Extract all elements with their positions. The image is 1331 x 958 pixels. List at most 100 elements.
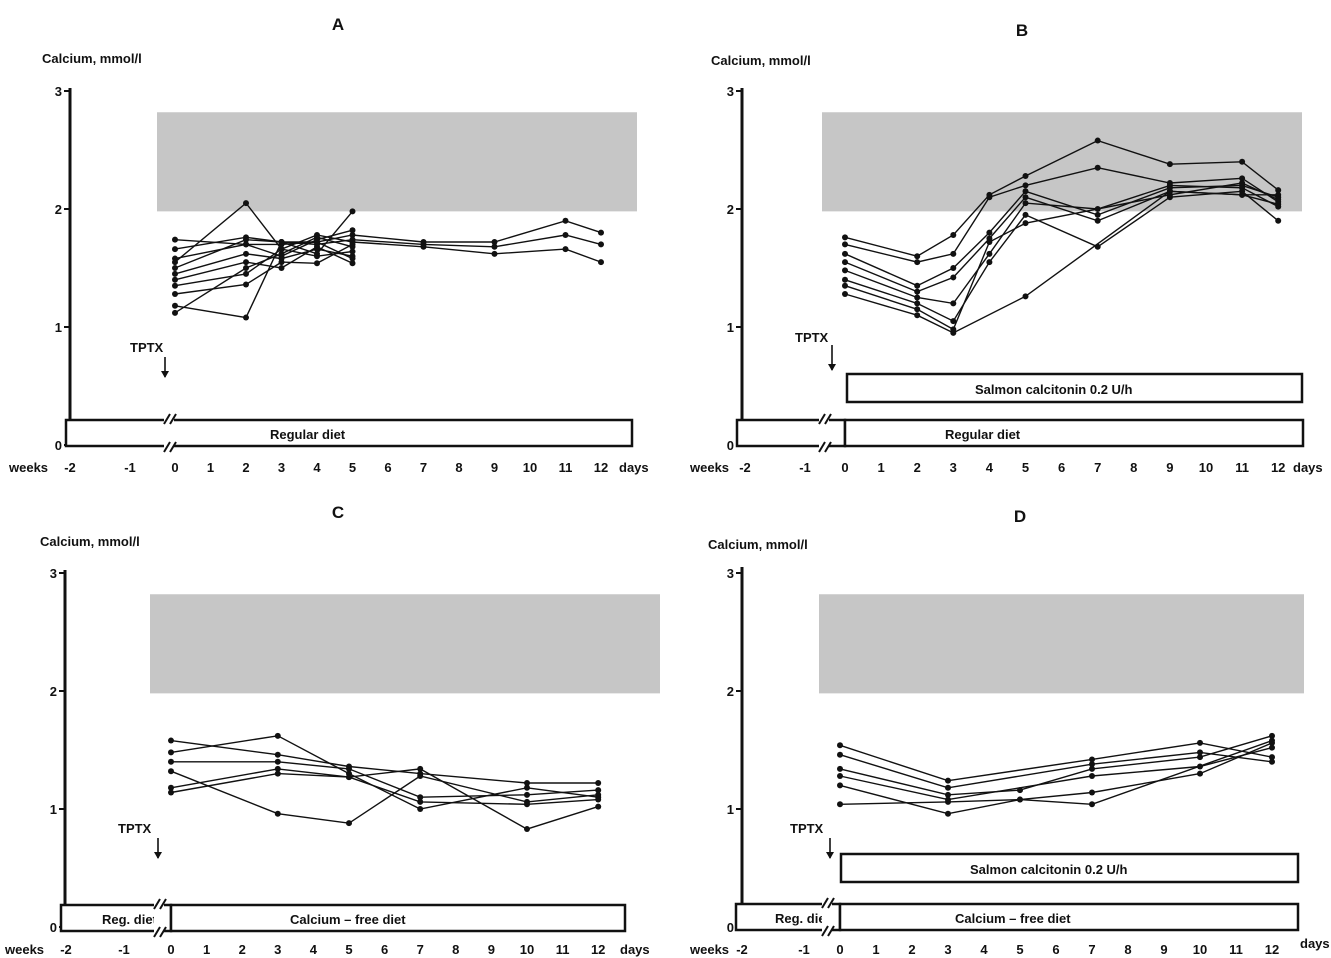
x-weeks-tick: -1 (118, 942, 130, 957)
data-point (278, 259, 285, 266)
data-point (172, 246, 178, 253)
data-point (1022, 194, 1029, 201)
data-point (950, 265, 957, 271)
series-1 (837, 739, 1275, 784)
data-point (1022, 200, 1029, 207)
data-point (837, 751, 843, 758)
series-line (844, 190, 1279, 334)
x-weeks-label: weeks (8, 460, 48, 475)
axis-break-mark (163, 441, 171, 453)
data-point (314, 253, 320, 260)
data-point (837, 801, 843, 808)
data-point (945, 798, 951, 805)
x-day-tick: 8 (455, 460, 462, 475)
data-point (172, 276, 178, 283)
data-point (491, 239, 498, 246)
tptx-arrow-head (154, 852, 162, 859)
axis-break-mark (827, 925, 835, 937)
data-point (595, 803, 602, 810)
data-point (950, 231, 957, 238)
data-point (1094, 137, 1101, 144)
data-point (1239, 191, 1246, 198)
data-point (950, 318, 957, 325)
axis-break-mark (169, 413, 177, 425)
x-day-tick: 11 (559, 460, 573, 475)
x-day-tick: 11 (1229, 942, 1243, 957)
data-point (595, 796, 602, 803)
x-day-tick: 6 (384, 460, 391, 475)
x-day-tick: 9 (1160, 942, 1167, 957)
x-day-tick: 3 (274, 942, 281, 957)
data-point (562, 231, 569, 238)
x-day-tick: 7 (420, 460, 427, 475)
x-day-tick: 10 (1193, 942, 1207, 957)
data-point (172, 282, 178, 289)
series-line (174, 220, 602, 246)
data-point (1275, 196, 1282, 203)
x-days-label: days (1293, 460, 1323, 475)
diet-box-label: Regular diet (270, 427, 346, 442)
x-day-tick: 6 (1052, 942, 1059, 957)
x-day-tick: 2 (908, 942, 915, 957)
data-point (314, 260, 320, 267)
diet-box-label: Calcium – free diet (955, 911, 1071, 926)
x-day-tick: 3 (278, 460, 285, 475)
data-point (562, 217, 569, 224)
data-point (1239, 175, 1246, 182)
data-point (1275, 201, 1282, 208)
data-point (1269, 754, 1275, 761)
data-point (274, 758, 281, 765)
data-point (349, 227, 356, 234)
series-line (839, 739, 1273, 806)
x-day-tick: 8 (452, 942, 459, 957)
data-point (524, 780, 530, 787)
data-point (274, 751, 281, 758)
x-day-tick: 9 (491, 460, 498, 475)
series-2 (172, 231, 604, 253)
data-point (950, 329, 957, 336)
data-point (524, 801, 530, 808)
y-tick-label: 3 (55, 84, 62, 99)
data-point (172, 255, 178, 262)
x-weeks-label: weeks (689, 942, 729, 957)
data-point (945, 810, 951, 817)
y-tick-label: 2 (727, 202, 734, 217)
series-4 (837, 744, 1275, 803)
x-day-tick: 12 (1271, 460, 1285, 475)
data-point (1089, 756, 1095, 763)
data-point (914, 312, 921, 319)
series-5 (837, 739, 1275, 817)
series-8 (842, 188, 1282, 336)
data-point (837, 772, 843, 779)
data-point (950, 300, 957, 307)
x-day-tick: 4 (980, 942, 988, 957)
series-line (174, 236, 353, 314)
series-line (170, 739, 599, 784)
data-point (1166, 188, 1173, 195)
diet-box-label: Regular diet (945, 427, 1021, 442)
data-point (842, 290, 848, 297)
data-point (837, 742, 843, 749)
x-day-tick: 1 (877, 460, 884, 475)
data-point (986, 250, 993, 257)
data-point (1022, 188, 1029, 195)
series-3 (168, 758, 602, 801)
data-point (1022, 182, 1029, 189)
data-point (1275, 187, 1282, 194)
diet-box (843, 418, 1305, 448)
y-axis-label: Calcium, mmol/l (711, 53, 811, 68)
y-tick-label: 0 (727, 920, 734, 935)
data-point (1089, 801, 1095, 808)
x-day-tick: 11 (556, 942, 570, 957)
y-axis-label: Calcium, mmol/l (40, 534, 140, 549)
data-point (274, 732, 281, 739)
x-weeks-label: weeks (4, 942, 44, 957)
data-point (524, 826, 530, 833)
data-point (314, 234, 320, 241)
data-point (1275, 191, 1282, 198)
data-point (914, 253, 921, 260)
tptx-label: TPTX (118, 821, 152, 836)
data-point (417, 772, 424, 779)
